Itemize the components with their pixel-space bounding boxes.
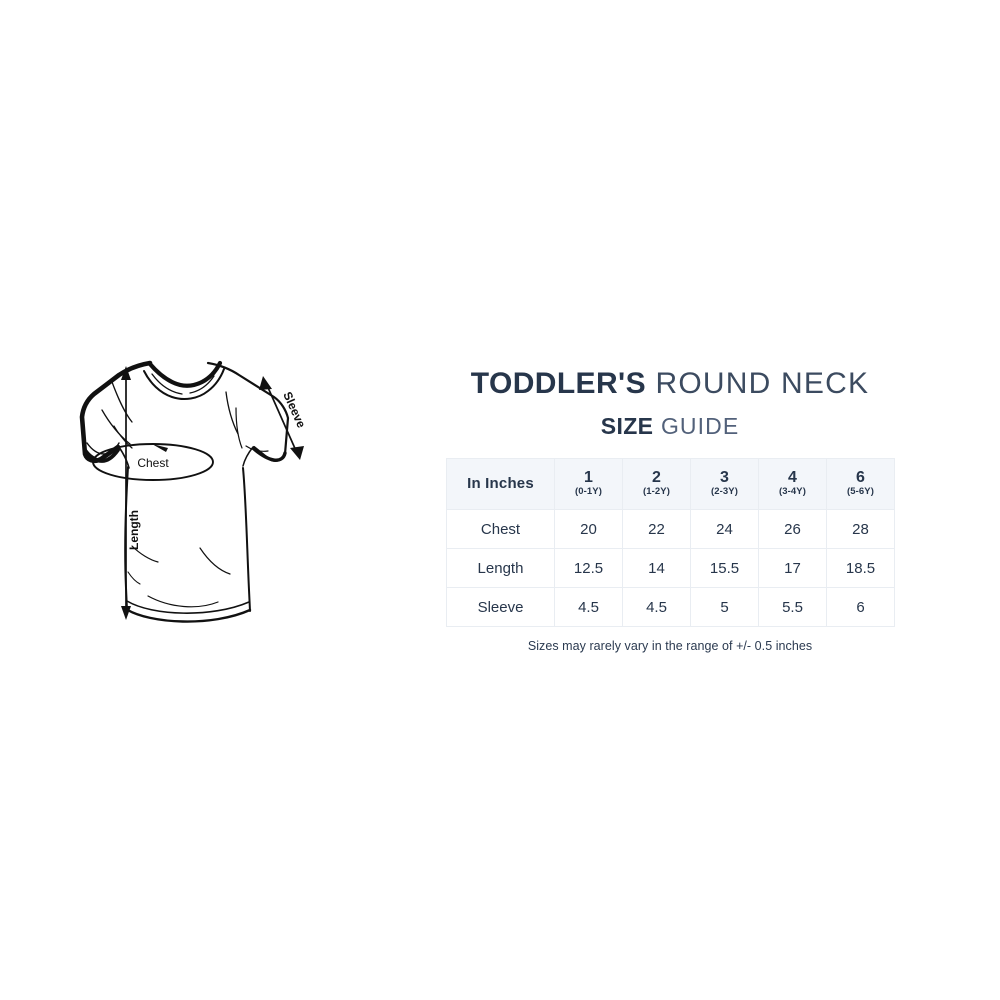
tshirt-right-sleeve-hem bbox=[252, 447, 287, 462]
header-size-2-value: 2 bbox=[652, 468, 661, 486]
cell-length-3: 15.5 bbox=[690, 548, 759, 588]
tshirt-left-armpit bbox=[118, 446, 130, 469]
header-size-2: 2 (1-2Y) bbox=[622, 458, 691, 510]
header-size-4-value: 4 bbox=[788, 468, 797, 486]
cell-length-4: 17 bbox=[758, 548, 827, 588]
header-size-4: 4 (3-4Y) bbox=[758, 458, 827, 510]
length-measure-arrowhead-bottom bbox=[121, 606, 131, 620]
tshirt-right-armpit bbox=[242, 446, 254, 467]
page-subtitle-light: GUIDE bbox=[660, 413, 740, 439]
header-size-2-age: (1-2Y) bbox=[643, 485, 670, 497]
cell-sleeve-2: 4.5 bbox=[622, 587, 691, 627]
tshirt-left-sleeve-hem bbox=[83, 448, 120, 463]
header-size-1: 1 (0-1Y) bbox=[554, 458, 623, 510]
header-size-1-age: (0-1Y) bbox=[575, 485, 602, 497]
table-header-row: In Inches 1 (0-1Y) 2 (1-2Y) 3 (2-3Y) 4 bbox=[446, 458, 895, 510]
tshirt-body-shape bbox=[84, 362, 288, 624]
size-guide-panel: TODDLER'S ROUND NECK SIZE GUIDE In Inche… bbox=[446, 366, 895, 653]
tshirt-bottom-hem-inner bbox=[126, 600, 250, 614]
tshirt-collar-sketch-2 bbox=[189, 375, 215, 394]
cell-length-1: 12.5 bbox=[554, 548, 623, 588]
row-label-chest: Chest bbox=[446, 509, 555, 549]
cell-chest-1: 20 bbox=[554, 509, 623, 549]
page-title: TODDLER'S ROUND NECK bbox=[446, 366, 894, 402]
cell-chest-2: 22 bbox=[622, 509, 691, 549]
sleeve-measure-arrowhead-bottom bbox=[290, 446, 304, 460]
size-variance-note: Sizes may rarely vary in the range of +/… bbox=[527, 639, 813, 653]
size-chart-table: In Inches 1 (0-1Y) 2 (1-2Y) 3 (2-3Y) 4 bbox=[446, 458, 895, 627]
row-label-length: Length bbox=[446, 548, 555, 588]
tshirt-illustration: Chest Length Sleeve bbox=[40, 350, 330, 650]
tshirt-fold-left-arm-2 bbox=[113, 425, 133, 449]
header-size-3-age: (2-3Y) bbox=[711, 485, 738, 497]
page-title-light: ROUND NECK bbox=[655, 367, 870, 400]
tshirt-fold-left-arm-1 bbox=[101, 409, 131, 445]
row-label-sleeve: Sleeve bbox=[446, 587, 555, 627]
tshirt-fold-left-shoulder bbox=[111, 381, 133, 423]
length-measure-arrowhead-top bbox=[121, 366, 131, 380]
cell-chest-3: 24 bbox=[690, 509, 759, 549]
tshirt-collar-outer bbox=[147, 360, 223, 388]
cell-chest-4: 26 bbox=[758, 509, 827, 549]
tshirt-diagram-svg: Chest Length Sleeve bbox=[79, 360, 309, 624]
cell-chest-6: 28 bbox=[826, 509, 895, 549]
header-size-6: 6 (5-6Y) bbox=[826, 458, 895, 510]
tshirt-fold-right-arm-2 bbox=[245, 445, 269, 452]
chest-measure-ellipse bbox=[92, 443, 214, 481]
length-measure-label: Length bbox=[127, 510, 141, 550]
tshirt-body-right-side bbox=[242, 467, 251, 612]
header-size-6-age: (5-6Y) bbox=[847, 485, 874, 497]
cell-sleeve-4: 5.5 bbox=[758, 587, 827, 627]
header-in-inches: In Inches bbox=[446, 458, 555, 510]
chest-measure-label: Chest bbox=[137, 456, 169, 470]
tshirt-fold-body-bottom bbox=[147, 595, 219, 608]
page-subtitle-strong: SIZE bbox=[600, 413, 654, 439]
tshirt-fold-body-right bbox=[199, 547, 231, 575]
sleeve-measure-arrowhead-top bbox=[259, 376, 272, 390]
size-chart-header: In Inches 1 (0-1Y) 2 (1-2Y) 3 (2-3Y) 4 bbox=[446, 458, 895, 510]
tshirt-fold-right-arm-1 bbox=[235, 407, 243, 449]
tshirt-bottom-hem-outer bbox=[124, 607, 252, 623]
tshirt-fold-body-left bbox=[131, 545, 159, 563]
cell-sleeve-3: 5 bbox=[690, 587, 759, 627]
header-size-6-value: 6 bbox=[856, 468, 865, 486]
cell-sleeve-6: 6 bbox=[826, 587, 895, 627]
chest-measure-arrowhead bbox=[152, 444, 168, 452]
table-row-chest: Chest 20 22 24 26 28 bbox=[446, 509, 895, 549]
table-row-length: Length 12.5 14 15.5 17 18.5 bbox=[446, 548, 895, 588]
table-row-sleeve: Sleeve 4.5 4.5 5 5.5 6 bbox=[446, 587, 895, 627]
header-size-3-value: 3 bbox=[720, 468, 729, 486]
page-title-strong: TODDLER'S bbox=[470, 367, 646, 400]
cell-length-6: 18.5 bbox=[826, 548, 895, 588]
tshirt-collar-inner bbox=[143, 368, 225, 400]
size-chart-body: Chest 20 22 24 26 28 Length 12.5 14 15.5… bbox=[446, 509, 895, 627]
sleeve-measure-line bbox=[265, 382, 298, 454]
header-size-1-value: 1 bbox=[584, 468, 593, 486]
tshirt-fold-right-shoulder bbox=[225, 391, 239, 435]
header-size-4-age: (3-4Y) bbox=[779, 485, 806, 497]
header-size-3: 3 (2-3Y) bbox=[690, 458, 759, 510]
cell-length-2: 14 bbox=[622, 548, 691, 588]
tshirt-fold-body-left-low bbox=[127, 571, 141, 585]
page-subtitle: SIZE GUIDE bbox=[446, 412, 894, 440]
cell-sleeve-1: 4.5 bbox=[554, 587, 623, 627]
tshirt-collar-sketch-1 bbox=[151, 373, 183, 395]
